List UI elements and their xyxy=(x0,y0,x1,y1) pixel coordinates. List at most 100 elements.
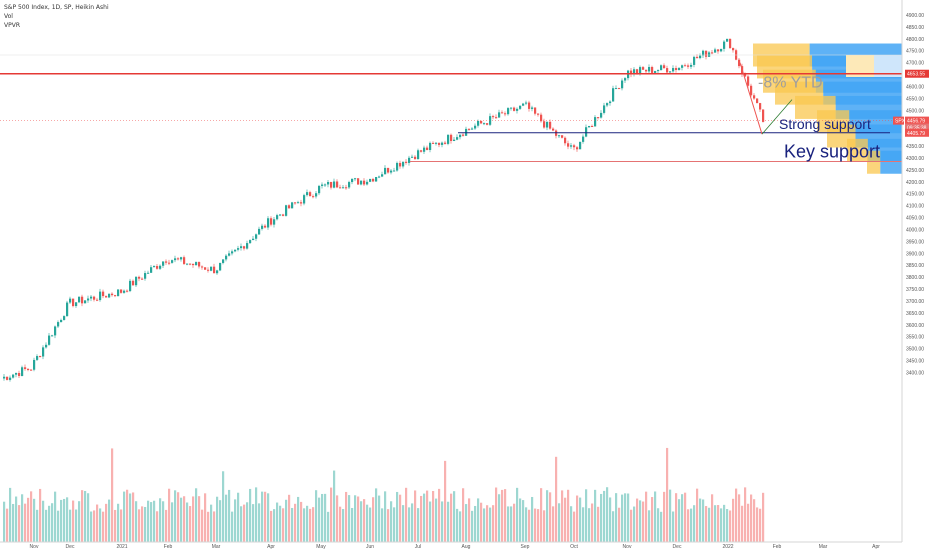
volume-bar xyxy=(285,499,288,542)
price-tick-label: 3700.00 xyxy=(906,299,924,305)
candle-body xyxy=(216,270,219,274)
price-tick-label: 4700.00 xyxy=(906,61,924,67)
candle-body xyxy=(285,205,288,216)
volume-bar xyxy=(357,496,360,542)
time-tick-label: 2021 xyxy=(116,544,127,550)
volume-bar xyxy=(411,503,414,542)
candle-body xyxy=(426,147,429,150)
bar-timer-tag-bg xyxy=(905,123,929,132)
vp-value-area-bar xyxy=(867,150,881,174)
chart-legend: S&P 500 Index, 1D, SP, Heikin Ashi Vol V… xyxy=(4,3,109,30)
candle-body xyxy=(585,127,588,137)
volume-bar xyxy=(348,495,351,542)
time-tick-label: Nov xyxy=(30,544,39,550)
candle-body xyxy=(321,184,324,186)
candle-body xyxy=(213,266,216,274)
volume-bar xyxy=(366,504,369,542)
volume-bar xyxy=(507,506,510,542)
volume-bar xyxy=(693,505,696,542)
resistance-price-tag: 4653.55 xyxy=(907,72,925,78)
candle-body xyxy=(57,322,60,327)
volume-bar xyxy=(141,506,144,542)
volume-bar xyxy=(732,498,735,542)
volume-bar xyxy=(762,492,765,542)
candle-body xyxy=(546,121,549,128)
volume-bar xyxy=(681,494,684,542)
volume-bar xyxy=(537,509,540,542)
candle-body xyxy=(384,167,387,175)
price-tick-label: 4300.00 xyxy=(906,156,924,162)
candle-body xyxy=(450,134,453,141)
candle-body xyxy=(63,316,66,320)
candle-body xyxy=(606,103,609,106)
volume-bar xyxy=(465,504,468,542)
volume-bar xyxy=(342,509,345,542)
volume-bar xyxy=(150,502,153,542)
volume-bar xyxy=(198,496,201,542)
candle-body xyxy=(702,50,705,56)
volume-bar xyxy=(327,511,330,542)
candle-body xyxy=(165,261,168,263)
candle-body xyxy=(36,356,39,360)
vp-value-area-bar xyxy=(847,138,868,162)
candle-body xyxy=(483,123,486,125)
candle-body xyxy=(576,147,579,150)
candle-body xyxy=(93,296,96,300)
volume-indicator-label[interactable]: Vol xyxy=(4,13,13,20)
volume-bar xyxy=(54,491,57,542)
candle-body xyxy=(675,68,678,70)
volume-bar xyxy=(9,487,12,542)
candle-body xyxy=(219,262,222,271)
volume-bar xyxy=(756,507,759,542)
volume-bar xyxy=(234,499,237,542)
candle-body xyxy=(234,249,237,252)
candle-body xyxy=(312,196,315,198)
volume-bar xyxy=(264,491,267,542)
time-tick-label: Dec xyxy=(673,544,682,550)
candle-body xyxy=(510,107,513,109)
candle-body xyxy=(456,137,459,140)
volume-profile xyxy=(753,43,902,174)
volume-bar xyxy=(36,509,39,542)
volume-bar xyxy=(102,511,105,542)
candle-body xyxy=(192,263,195,266)
vpvr-indicator-label[interactable]: VPVR xyxy=(4,22,20,29)
price-tick-label: 4500.00 xyxy=(906,108,924,114)
candle-body xyxy=(300,202,303,204)
volume-bar xyxy=(648,510,651,542)
candle-body xyxy=(393,170,396,172)
volume-bar xyxy=(69,509,72,542)
volume-bar xyxy=(633,506,636,542)
candle-body xyxy=(723,41,726,49)
volume-bar xyxy=(192,496,195,542)
volume-bar xyxy=(510,506,513,542)
volume-bar xyxy=(15,496,18,542)
volume-bar xyxy=(33,498,36,542)
candle-body xyxy=(171,260,174,263)
volume-bar xyxy=(183,496,186,542)
candle-body xyxy=(720,48,723,52)
candle-body xyxy=(729,38,732,49)
price-tick-label: 3950.00 xyxy=(906,239,924,245)
volume-bar xyxy=(528,509,531,542)
volume-bar xyxy=(324,493,327,542)
candle-body xyxy=(204,267,207,270)
candle-body xyxy=(267,218,270,228)
volume-bar xyxy=(567,489,570,542)
candle-body xyxy=(486,123,489,125)
volume-bar xyxy=(618,507,621,542)
candle-body xyxy=(354,178,357,180)
volume-bar xyxy=(108,499,111,542)
volume-bar xyxy=(105,503,108,542)
volume-bar xyxy=(30,491,33,542)
volume-bar xyxy=(6,508,9,542)
volume-bar xyxy=(66,497,69,542)
candle-body xyxy=(564,137,567,144)
volume-bar xyxy=(435,498,438,542)
candle-body xyxy=(246,243,249,249)
volume-bar xyxy=(135,501,138,542)
candle-body xyxy=(330,182,333,188)
volume-bar xyxy=(42,500,45,542)
time-tick-label: May xyxy=(316,544,326,550)
